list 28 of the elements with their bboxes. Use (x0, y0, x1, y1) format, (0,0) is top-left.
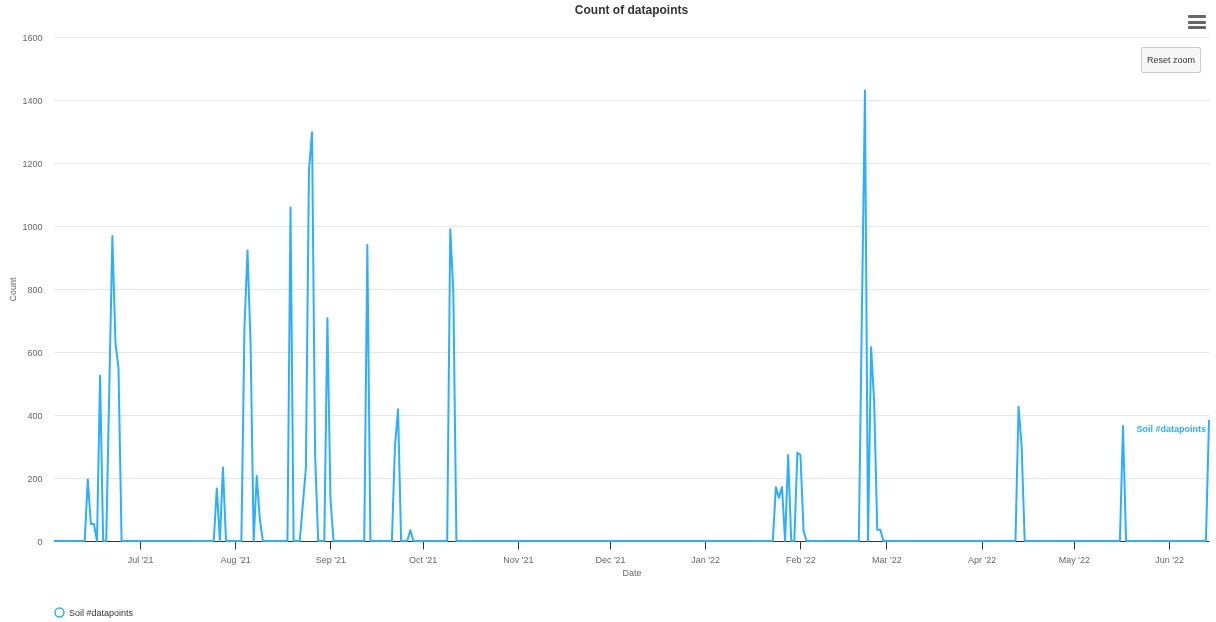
reset-zoom-button: Reset zoom (1141, 47, 1201, 73)
y-tick-label: 1600 (22, 32, 43, 43)
x-tick-label: Oct '21 (409, 554, 438, 565)
x-tick-label: Mar '22 (872, 554, 902, 565)
chart-title: Count of datapoints (574, 3, 689, 17)
y-axis-title: Count (8, 277, 19, 302)
y-tick-label: 1400 (22, 95, 43, 106)
y-tick-label: 0 (37, 536, 43, 547)
x-tick-label: Jul '21 (127, 554, 154, 565)
line-series (53, 89, 1210, 542)
x-tick-label: Nov '21 (503, 554, 534, 565)
y-tick-label: 1200 (22, 158, 43, 169)
x-tick-label: Jun '22 (1155, 554, 1184, 565)
x-tick-label: Dec '21 (595, 554, 626, 565)
y-tick-label: 200 (27, 473, 43, 484)
x-axis-title: Date (622, 567, 642, 578)
y-tick-label: 800 (27, 284, 43, 295)
x-tick-label: May '22 (1058, 554, 1090, 565)
x-tick-label: Feb '22 (786, 554, 816, 565)
y-tick-label: 400 (27, 410, 43, 421)
x-tick-label: Aug '21 (220, 554, 251, 565)
y-tick-label: 600 (27, 347, 43, 358)
y-tick-label: 1000 (22, 221, 43, 232)
x-tick-label: Sep '21 (315, 554, 347, 565)
legend-label: Soil #datapoints (69, 607, 134, 618)
text: Soil #datapoints (1136, 424, 1206, 435)
x-tick-label: Apr '22 (968, 554, 997, 565)
x-tick-label: Jan '22 (691, 554, 721, 565)
